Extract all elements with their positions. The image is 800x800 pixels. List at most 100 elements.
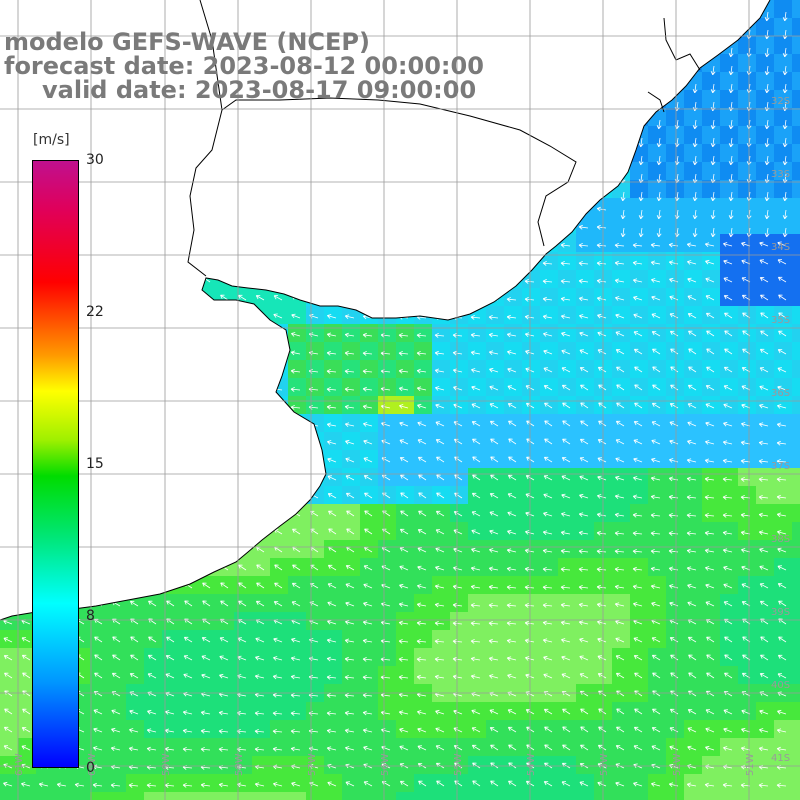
wind-arrow xyxy=(710,155,716,166)
wind-speed-cell xyxy=(324,486,342,504)
wind-arrow xyxy=(326,710,337,716)
wind-arrow xyxy=(238,582,247,589)
wind-arrow xyxy=(597,781,607,787)
wind-speed-cell xyxy=(450,756,468,774)
wind-speed-cell xyxy=(558,486,576,504)
wind-speed-cell xyxy=(378,738,396,756)
wind-speed-cell xyxy=(774,162,792,180)
wind-speed-cell xyxy=(432,522,450,540)
wind-arrow xyxy=(615,420,625,427)
wind-arrow xyxy=(508,456,517,463)
wind-arrow xyxy=(218,728,229,734)
wind-speed-cell xyxy=(252,702,270,720)
wind-arrow xyxy=(436,474,445,481)
wind-arrow xyxy=(128,783,139,788)
wind-speed-cell xyxy=(576,738,594,756)
wind-speed-cell xyxy=(558,792,576,800)
wind-arrow xyxy=(452,656,463,662)
wind-speed-cell xyxy=(720,72,738,90)
wind-arrow xyxy=(632,584,643,590)
wind-speed-cell xyxy=(666,468,684,486)
wind-speed-cell xyxy=(756,522,774,540)
wind-speed-cell xyxy=(774,738,792,756)
wind-arrow xyxy=(764,47,770,58)
wind-speed-cell xyxy=(270,792,288,800)
wind-arrow xyxy=(416,602,427,608)
wind-speed-cell xyxy=(702,234,720,252)
wind-speed-cell xyxy=(90,720,108,738)
wind-arrow xyxy=(650,531,661,536)
wind-arrow xyxy=(634,366,643,373)
wind-arrow xyxy=(434,333,445,338)
wind-arrow xyxy=(651,745,661,751)
wind-arrow xyxy=(669,330,679,337)
wind-speed-cell xyxy=(558,630,576,648)
wind-speed-cell xyxy=(324,594,342,612)
wind-speed-cell xyxy=(378,576,396,594)
wind-speed-cell xyxy=(450,450,468,468)
wind-arrow xyxy=(129,673,139,679)
wind-speed-cell xyxy=(162,630,180,648)
wind-speed-cell xyxy=(774,72,792,90)
wind-speed-cell xyxy=(162,666,180,684)
wind-speed-cell xyxy=(324,630,342,648)
wind-arrow xyxy=(435,745,445,751)
wind-speed-cell xyxy=(180,792,198,800)
wind-arrow xyxy=(764,191,770,202)
wind-arrow xyxy=(219,673,229,679)
wind-arrow xyxy=(596,567,607,572)
wind-arrow xyxy=(614,566,625,572)
wind-speed-cell xyxy=(612,396,630,414)
wind-speed-cell xyxy=(468,342,486,360)
wind-speed-cell xyxy=(216,666,234,684)
wind-arrow xyxy=(632,278,643,283)
wind-speed-cell xyxy=(396,738,414,756)
wind-arrow xyxy=(272,674,283,680)
wind-arrow xyxy=(614,530,625,536)
wind-arrow xyxy=(345,475,355,481)
wind-speed-cell xyxy=(234,702,252,720)
wind-speed-cell xyxy=(504,432,522,450)
wind-arrow xyxy=(782,11,788,22)
wind-speed-cell xyxy=(288,792,306,800)
wind-arrow xyxy=(615,672,625,679)
wind-arrow xyxy=(692,227,698,238)
wind-arrow xyxy=(435,421,445,427)
wind-arrow xyxy=(705,566,715,571)
wind-speed-cell xyxy=(378,774,396,792)
wind-arrow xyxy=(489,493,499,499)
wind-arrow xyxy=(615,439,625,445)
wind-arrow xyxy=(633,295,643,301)
wind-speed-cell xyxy=(792,522,800,540)
wind-speed-cell xyxy=(666,666,684,684)
wind-arrow xyxy=(543,673,553,679)
wind-speed-cell xyxy=(540,648,558,666)
wind-speed-cell xyxy=(774,180,792,198)
wind-speed-cell xyxy=(108,630,126,648)
wind-arrow xyxy=(723,366,733,373)
wind-speed-cell xyxy=(666,144,684,162)
wind-arrow xyxy=(345,763,355,769)
wind-arrow xyxy=(597,655,607,661)
wind-speed-cell xyxy=(648,432,666,450)
wind-speed-cell xyxy=(522,702,540,720)
wind-speed-cell xyxy=(324,720,342,738)
wind-arrow xyxy=(686,566,697,571)
wind-speed-cell xyxy=(522,306,540,324)
wind-speed-cell xyxy=(540,414,558,432)
wind-arrow xyxy=(560,602,571,608)
wind-speed-cell xyxy=(540,468,558,486)
wind-arrow xyxy=(524,603,535,608)
wind-speed-cell xyxy=(666,378,684,396)
wind-speed-cell xyxy=(666,612,684,630)
wind-arrow xyxy=(759,385,769,391)
wind-arrow xyxy=(471,421,481,427)
wind-speed-cell xyxy=(738,90,756,108)
wind-arrow xyxy=(398,638,409,644)
wind-speed-cell xyxy=(630,612,648,630)
wind-arrow xyxy=(776,440,787,446)
wind-speed-cell xyxy=(126,738,144,756)
wind-speed-cell xyxy=(378,792,396,800)
wind-arrow xyxy=(758,422,769,427)
wind-speed-cell xyxy=(612,594,630,612)
